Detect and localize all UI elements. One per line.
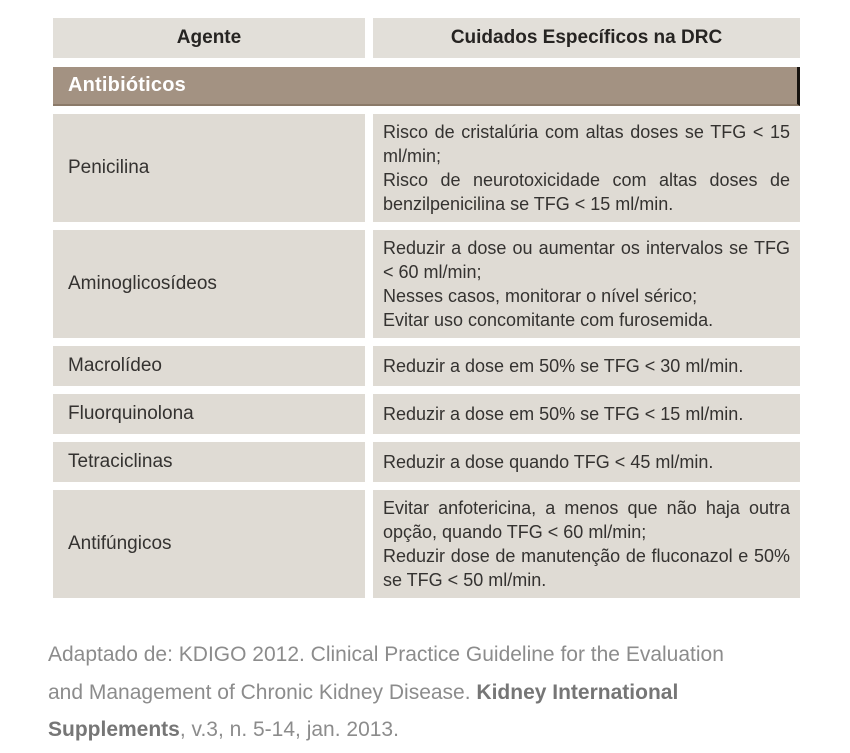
care-sentence: Reduzir dose de manutenção de fluconazol… [383,546,790,590]
care-sentence: Reduzir a dose ou aumentar os intervalos… [383,238,790,282]
table-row: Aminoglicosídeos Reduzir a dose ou aumen… [53,230,800,338]
citation-line: and Management of Chronic Kidney Disease… [48,680,679,704]
drug-care-table: Agente Cuidados Específicos na DRC Antib… [53,18,800,598]
table-row: Penicilina Risco de cristalúria com alta… [53,114,800,222]
agent-cell: Penicilina [53,114,365,222]
section-band-antibiotics: Antibióticos [53,67,800,106]
header-cell-agent: Agente [53,18,365,58]
care-sentence: Reduzir a dose em 50% se TFG < 30 ml/min… [383,356,744,376]
care-cell: Reduzir a dose em 50% se TFG < 30 ml/min… [373,346,800,386]
header-cell-care: Cuidados Específicos na DRC [373,18,800,58]
care-cell: Evitar anfotericina, a menos que não haj… [373,490,800,598]
table-row: Fluorquinolona Reduzir a dose em 50% se … [53,394,800,434]
care-sentence: Risco de cristalúria com altas doses se … [383,122,790,166]
care-cell: Reduzir a dose ou aumentar os intervalos… [373,230,800,338]
agent-cell: Aminoglicosídeos [53,230,365,338]
care-cell: Reduzir a dose em 50% se TFG < 15 ml/min… [373,394,800,434]
agent-cell: Antifúngicos [53,490,365,598]
section-label: Antibióticos [68,74,186,96]
care-sentence: Risco de neurotoxicidade com altas doses… [383,170,790,214]
table-row: Macrolídeo Reduzir a dose em 50% se TFG … [53,346,800,386]
care-cell: Reduzir a dose quando TFG < 45 ml/min. [373,442,800,482]
care-sentence: Reduzir a dose quando TFG < 45 ml/min. [383,452,714,472]
agent-cell: Fluorquinolona [53,394,365,434]
agent-cell: Tetraciclinas [53,442,365,482]
agent-cell: Macrolídeo [53,346,365,386]
table-row: Antifúngicos Evitar anfotericina, a meno… [53,490,800,598]
care-cell: Risco de cristalúria com altas doses se … [373,114,800,222]
header-row: Agente Cuidados Específicos na DRC [53,18,800,58]
care-sentence: Reduzir a dose em 50% se TFG < 15 ml/min… [383,404,744,424]
citation-line: Supplements, v.3, n. 5-14, jan. 2013. [48,718,399,741]
care-sentence: Nesses casos, monitorar o nível sérico; [383,286,698,306]
citation-footer: Adaptado de: KDIGO 2012. Clinical Practi… [48,636,818,749]
care-sentence: Evitar uso concomitante com furosemida. [383,310,714,330]
citation-line: Adaptado de: KDIGO 2012. Clinical Practi… [48,643,724,666]
table-row: Tetraciclinas Reduzir a dose quando TFG … [53,442,800,482]
care-sentence: Evitar anfotericina, a menos que não haj… [383,498,790,542]
